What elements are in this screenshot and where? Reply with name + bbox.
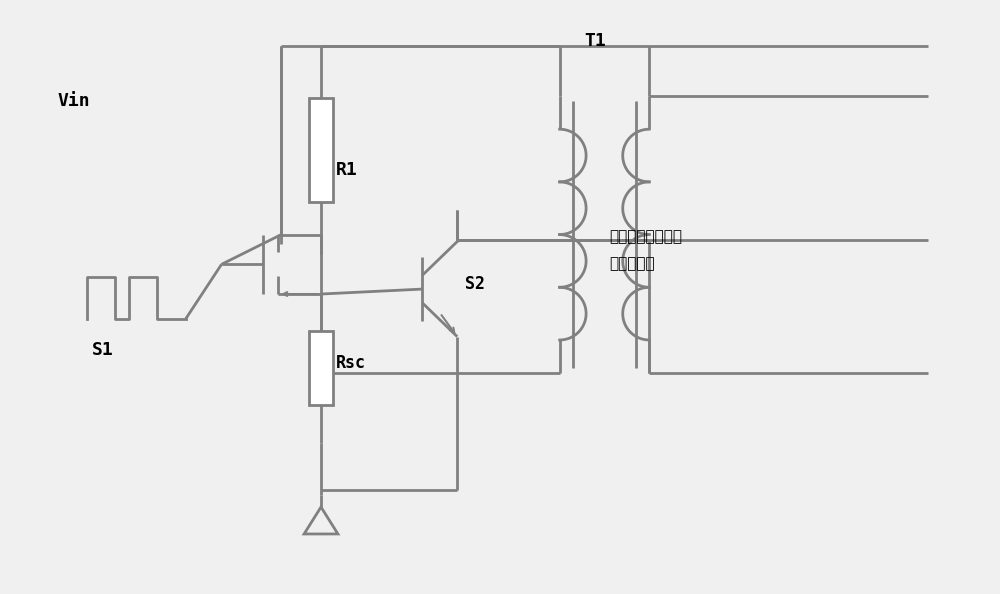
Text: Vin: Vin	[57, 92, 90, 110]
Text: 连至振荡器的输入
端或使能端: 连至振荡器的输入 端或使能端	[609, 230, 682, 271]
Bar	[309, 99, 333, 203]
Text: S2: S2	[465, 275, 485, 293]
Text: R1: R1	[336, 161, 358, 179]
Text: Rsc: Rsc	[336, 355, 366, 372]
Text: T1: T1	[585, 32, 606, 50]
Text: S1: S1	[92, 342, 114, 359]
Bar	[309, 331, 333, 406]
